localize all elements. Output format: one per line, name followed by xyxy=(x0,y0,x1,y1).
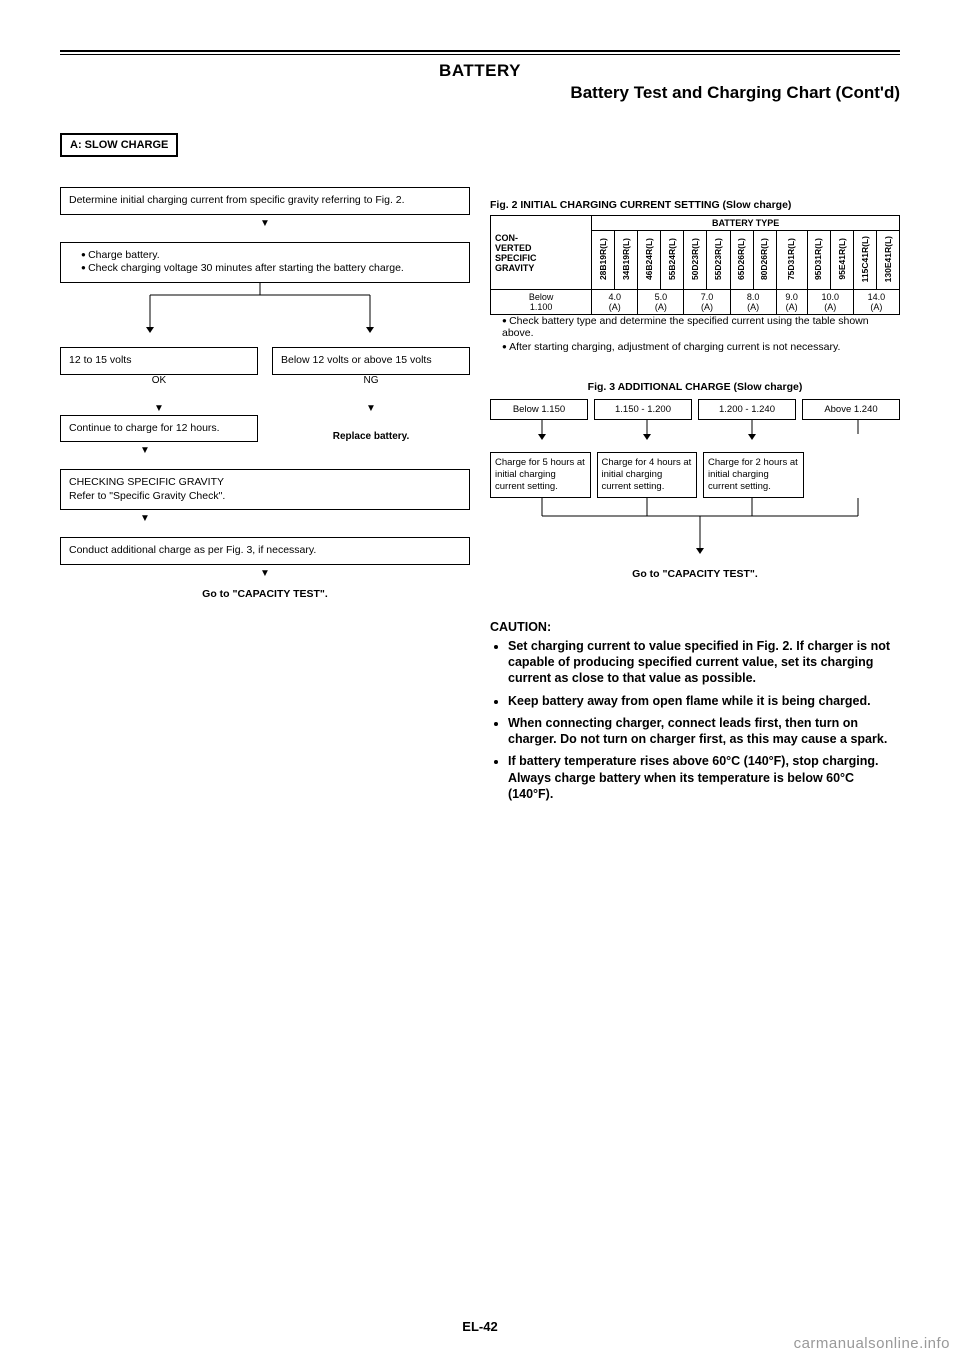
flow-step-1: Determine initial charging current from … xyxy=(60,187,470,215)
arrow-icon xyxy=(60,402,258,413)
flow-step-2: Charge battery. Check charging voltage 3… xyxy=(60,242,470,283)
fig2-val: 5.0 (A) xyxy=(638,290,684,315)
watermark: carmanualsonline.info xyxy=(794,1335,950,1352)
fig3-range: 1.150 - 1.200 xyxy=(594,399,692,420)
fig3-row1: Below 1.150 1.150 - 1.200 1.200 - 1.240 … xyxy=(490,399,900,420)
bt-col: 65D26R(L) xyxy=(737,235,746,283)
ng-label: NG xyxy=(272,375,470,386)
flowchart-column: A: SLOW CHARGE Determine initial chargin… xyxy=(60,133,470,815)
caution-item: Set charging current to value specified … xyxy=(508,638,900,687)
fig2-title: Fig. 2 INITIAL CHARGING CURRENT SETTING … xyxy=(490,199,900,211)
arrows-icon xyxy=(490,420,910,440)
header-title: BATTERY xyxy=(60,61,900,81)
right-column: Fig. 2 INITIAL CHARGING CURRENT SETTING … xyxy=(490,133,900,815)
fig2-notes: Check battery type and determine the spe… xyxy=(490,315,900,353)
bt-col: 95D31R(L) xyxy=(814,235,823,283)
bt-col: 34B19R(L) xyxy=(622,235,631,283)
fig2-val: 7.0 (A) xyxy=(684,290,730,315)
slow-charge-tag: A: SLOW CHARGE xyxy=(60,133,178,157)
bt-col: 80D26R(L) xyxy=(760,235,769,283)
fig3-charge-box: Charge for 5 hours at initial charging c… xyxy=(490,452,591,498)
bt-col: 115C41R(L) xyxy=(861,233,870,285)
page: BATTERY Battery Test and Charging Chart … xyxy=(0,0,960,1358)
goto-capacity-right: Go to "CAPACITY TEST". xyxy=(490,568,900,580)
arrow-icon xyxy=(140,444,470,455)
bt-col: 46B24R(L) xyxy=(645,235,654,283)
fig3-range: Below 1.150 xyxy=(490,399,588,420)
fig3-spacer xyxy=(810,452,901,498)
fig3-charge-box: Charge for 4 hours at initial charging c… xyxy=(597,452,698,498)
caution-item: If battery temperature rises above 60°C … xyxy=(508,753,900,802)
fig3-charge-box: Charge for 2 hours at initial charging c… xyxy=(703,452,804,498)
goto-capacity-left: Go to "CAPACITY TEST". xyxy=(60,588,470,600)
bt-col: 130E41R(L) xyxy=(884,233,893,285)
fig2-sg: Below 1.100 xyxy=(491,290,592,315)
header-subtitle: Battery Test and Charging Chart (Cont'd) xyxy=(60,83,900,103)
bt-col: 95E41R(L) xyxy=(838,235,847,283)
fig2-note: After starting charging, adjustment of c… xyxy=(502,341,900,353)
split-arrow-icon xyxy=(60,283,460,333)
bt-col: 50D23R(L) xyxy=(691,235,700,283)
fig2-note: Check battery type and determine the spe… xyxy=(502,315,900,339)
fig2-val: 9.0 (A) xyxy=(776,290,807,315)
rule-thin xyxy=(60,54,900,55)
fig2-bt-header: BATTERY TYPE xyxy=(592,216,900,231)
bt-col: 55D23R(L) xyxy=(714,235,723,283)
replace-battery-text: Replace battery. xyxy=(272,431,470,442)
fig2-rowheader: CON- VERTED SPECIFIC GRAVITY xyxy=(491,216,592,290)
bt-col: 75D31R(L) xyxy=(787,235,796,283)
volt-ng-box: Below 12 volts or above 15 volts xyxy=(272,347,470,375)
arrow-icon xyxy=(272,402,470,413)
flow-step-2-line1: Charge battery. xyxy=(81,249,461,263)
voltage-branch: 12 to 15 volts Below 12 volts or above 1… xyxy=(60,347,470,375)
content-columns: A: SLOW CHARGE Determine initial chargin… xyxy=(60,133,900,815)
action-branch: Continue to charge for 12 hours. Replace… xyxy=(60,400,470,443)
fig2-val: 8.0 (A) xyxy=(730,290,776,315)
caution-list: Set charging current to value specified … xyxy=(490,638,900,802)
arrow-icon xyxy=(60,567,470,578)
fig3-merge-connector xyxy=(490,498,900,558)
fig2-val: 14.0 (A) xyxy=(853,290,899,315)
arrow-icon xyxy=(140,512,470,523)
fig2-table: CON- VERTED SPECIFIC GRAVITY BATTERY TYP… xyxy=(490,215,900,315)
merge-arrow-icon xyxy=(490,498,910,558)
connector xyxy=(60,283,470,297)
fig3-row2: Charge for 5 hours at initial charging c… xyxy=(490,452,900,498)
caution-item: When connecting charger, connect leads f… xyxy=(508,715,900,748)
volt-ok-box: 12 to 15 volts xyxy=(60,347,258,375)
fig3-range: Above 1.240 xyxy=(802,399,900,420)
bt-col: 55B24R(L) xyxy=(668,235,677,283)
caution-title: CAUTION: xyxy=(490,620,900,634)
continue-box: Continue to charge for 12 hours. xyxy=(60,415,258,443)
fig3-range: 1.200 - 1.240 xyxy=(698,399,796,420)
bt-col: 28B19R(L) xyxy=(599,235,608,283)
rule-thick xyxy=(60,50,900,52)
caution-item: Keep battery away from open flame while … xyxy=(508,693,900,709)
fig3-title: Fig. 3 ADDITIONAL CHARGE (Slow charge) xyxy=(490,381,900,393)
fig2-val: 4.0 (A) xyxy=(592,290,638,315)
fig2-values-row: Below 1.100 4.0 (A) 5.0 (A) 7.0 (A) 8.0 … xyxy=(491,290,900,315)
conduct-box: Conduct additional charge as per Fig. 3,… xyxy=(60,537,470,565)
fig3-connector xyxy=(490,420,900,434)
check-sg-box: CHECKING SPECIFIC GRAVITY Refer to "Spec… xyxy=(60,469,470,510)
ok-label: OK xyxy=(60,375,258,386)
arrow-icon xyxy=(60,217,470,228)
fig2-val: 10.0 (A) xyxy=(807,290,853,315)
page-number: EL-42 xyxy=(0,1319,960,1334)
flow-step-2-line2: Check charging voltage 30 minutes after … xyxy=(81,262,461,276)
